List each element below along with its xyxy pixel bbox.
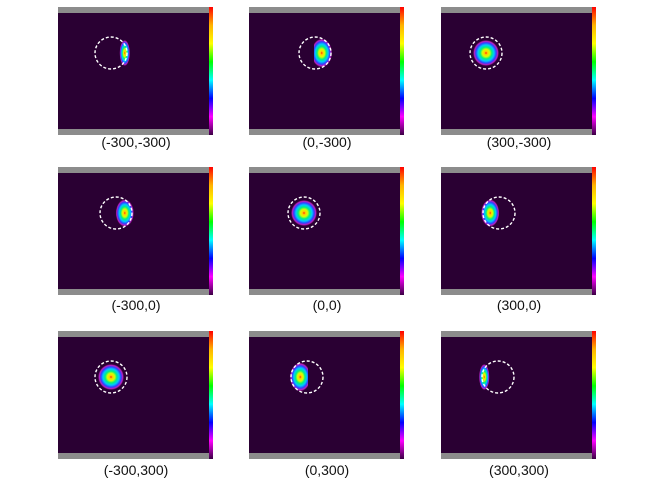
top-frame-bar — [58, 7, 213, 13]
beam-panel-p10 — [58, 167, 214, 295]
beam-panel-p01 — [249, 7, 405, 135]
panel-caption-p10: (-300,0) — [111, 297, 161, 313]
beam-spot — [314, 38, 333, 68]
top-frame-bar — [58, 167, 213, 173]
plot-background — [249, 13, 400, 129]
reference-circle — [298, 36, 332, 70]
panel-caption-p21: (0,300) — [304, 462, 350, 478]
beam-plot-svg — [58, 7, 213, 135]
beam-plot-svg — [58, 331, 213, 459]
beam-panel-p21 — [249, 331, 405, 459]
top-frame-bar — [441, 7, 596, 13]
panel-caption-p20: (-300,300) — [103, 462, 169, 478]
bottom-frame-bar — [58, 129, 213, 135]
plot-background — [58, 337, 209, 453]
bottom-frame-bar — [441, 129, 596, 135]
beam-panel-p02 — [441, 7, 597, 135]
top-frame-bar — [58, 331, 213, 337]
reference-circle — [290, 360, 324, 394]
plot-background — [58, 173, 209, 289]
beam-panel-p20 — [58, 331, 214, 459]
panel-caption-p02: (300,-300) — [486, 134, 552, 150]
beam-plot-svg — [249, 7, 404, 135]
plot-background — [441, 337, 592, 453]
bottom-frame-bar — [249, 129, 404, 135]
beam-plot-svg — [441, 167, 596, 295]
panel-caption-p22: (300,300) — [489, 462, 549, 478]
colorbar — [209, 167, 213, 295]
bottom-frame-bar — [441, 289, 596, 295]
colorbar — [592, 331, 596, 459]
reference-circle — [287, 196, 321, 230]
bottom-frame-bar — [58, 289, 213, 295]
bottom-frame-bar — [249, 289, 404, 295]
plot-background — [58, 13, 209, 129]
beam-plot-svg — [441, 331, 596, 459]
top-frame-bar — [249, 7, 404, 13]
beam-spot — [479, 364, 490, 390]
beam-spot — [481, 199, 500, 227]
colorbar — [592, 167, 596, 295]
colorbar — [400, 7, 404, 135]
top-frame-bar — [441, 167, 596, 173]
beam-spot — [289, 362, 308, 392]
beam-panel-p11 — [249, 167, 405, 295]
colorbar — [400, 167, 404, 295]
plot-background — [249, 337, 400, 453]
plot-background — [441, 173, 592, 289]
beam-panel-p00 — [58, 7, 214, 135]
beam-plot-svg — [249, 167, 404, 295]
beam-spot — [119, 40, 130, 66]
beam-plot-svg — [441, 7, 596, 135]
reference-circle — [94, 36, 128, 70]
beam-panel-p22 — [441, 331, 597, 459]
beam-plot-svg — [249, 331, 404, 459]
panel-caption-p12: (300,0) — [496, 297, 542, 313]
beam-spot — [473, 40, 499, 66]
panel-caption-p01: (0,-300) — [302, 134, 352, 150]
panel-caption-p11: (0,0) — [312, 297, 342, 313]
reference-circle — [482, 196, 516, 230]
colorbar — [209, 331, 213, 459]
top-frame-bar — [249, 331, 404, 337]
bottom-frame-bar — [58, 453, 213, 459]
plot-background — [249, 173, 400, 289]
reference-circle — [469, 36, 503, 70]
reference-circle — [99, 196, 133, 230]
plot-background — [441, 13, 592, 129]
beam-spot — [98, 364, 124, 390]
beam-spot — [291, 200, 317, 226]
beam-spot — [115, 199, 134, 227]
colorbar — [209, 7, 213, 135]
bottom-frame-bar — [441, 453, 596, 459]
top-frame-bar — [441, 331, 596, 337]
colorbar — [400, 331, 404, 459]
panel-caption-p00: (-300,-300) — [101, 134, 171, 150]
colorbar — [592, 7, 596, 135]
beam-panel-p12 — [441, 167, 597, 295]
bottom-frame-bar — [249, 453, 404, 459]
reference-circle — [481, 360, 515, 394]
top-frame-bar — [249, 167, 404, 173]
reference-circle — [94, 360, 128, 394]
beam-plot-svg — [58, 167, 213, 295]
